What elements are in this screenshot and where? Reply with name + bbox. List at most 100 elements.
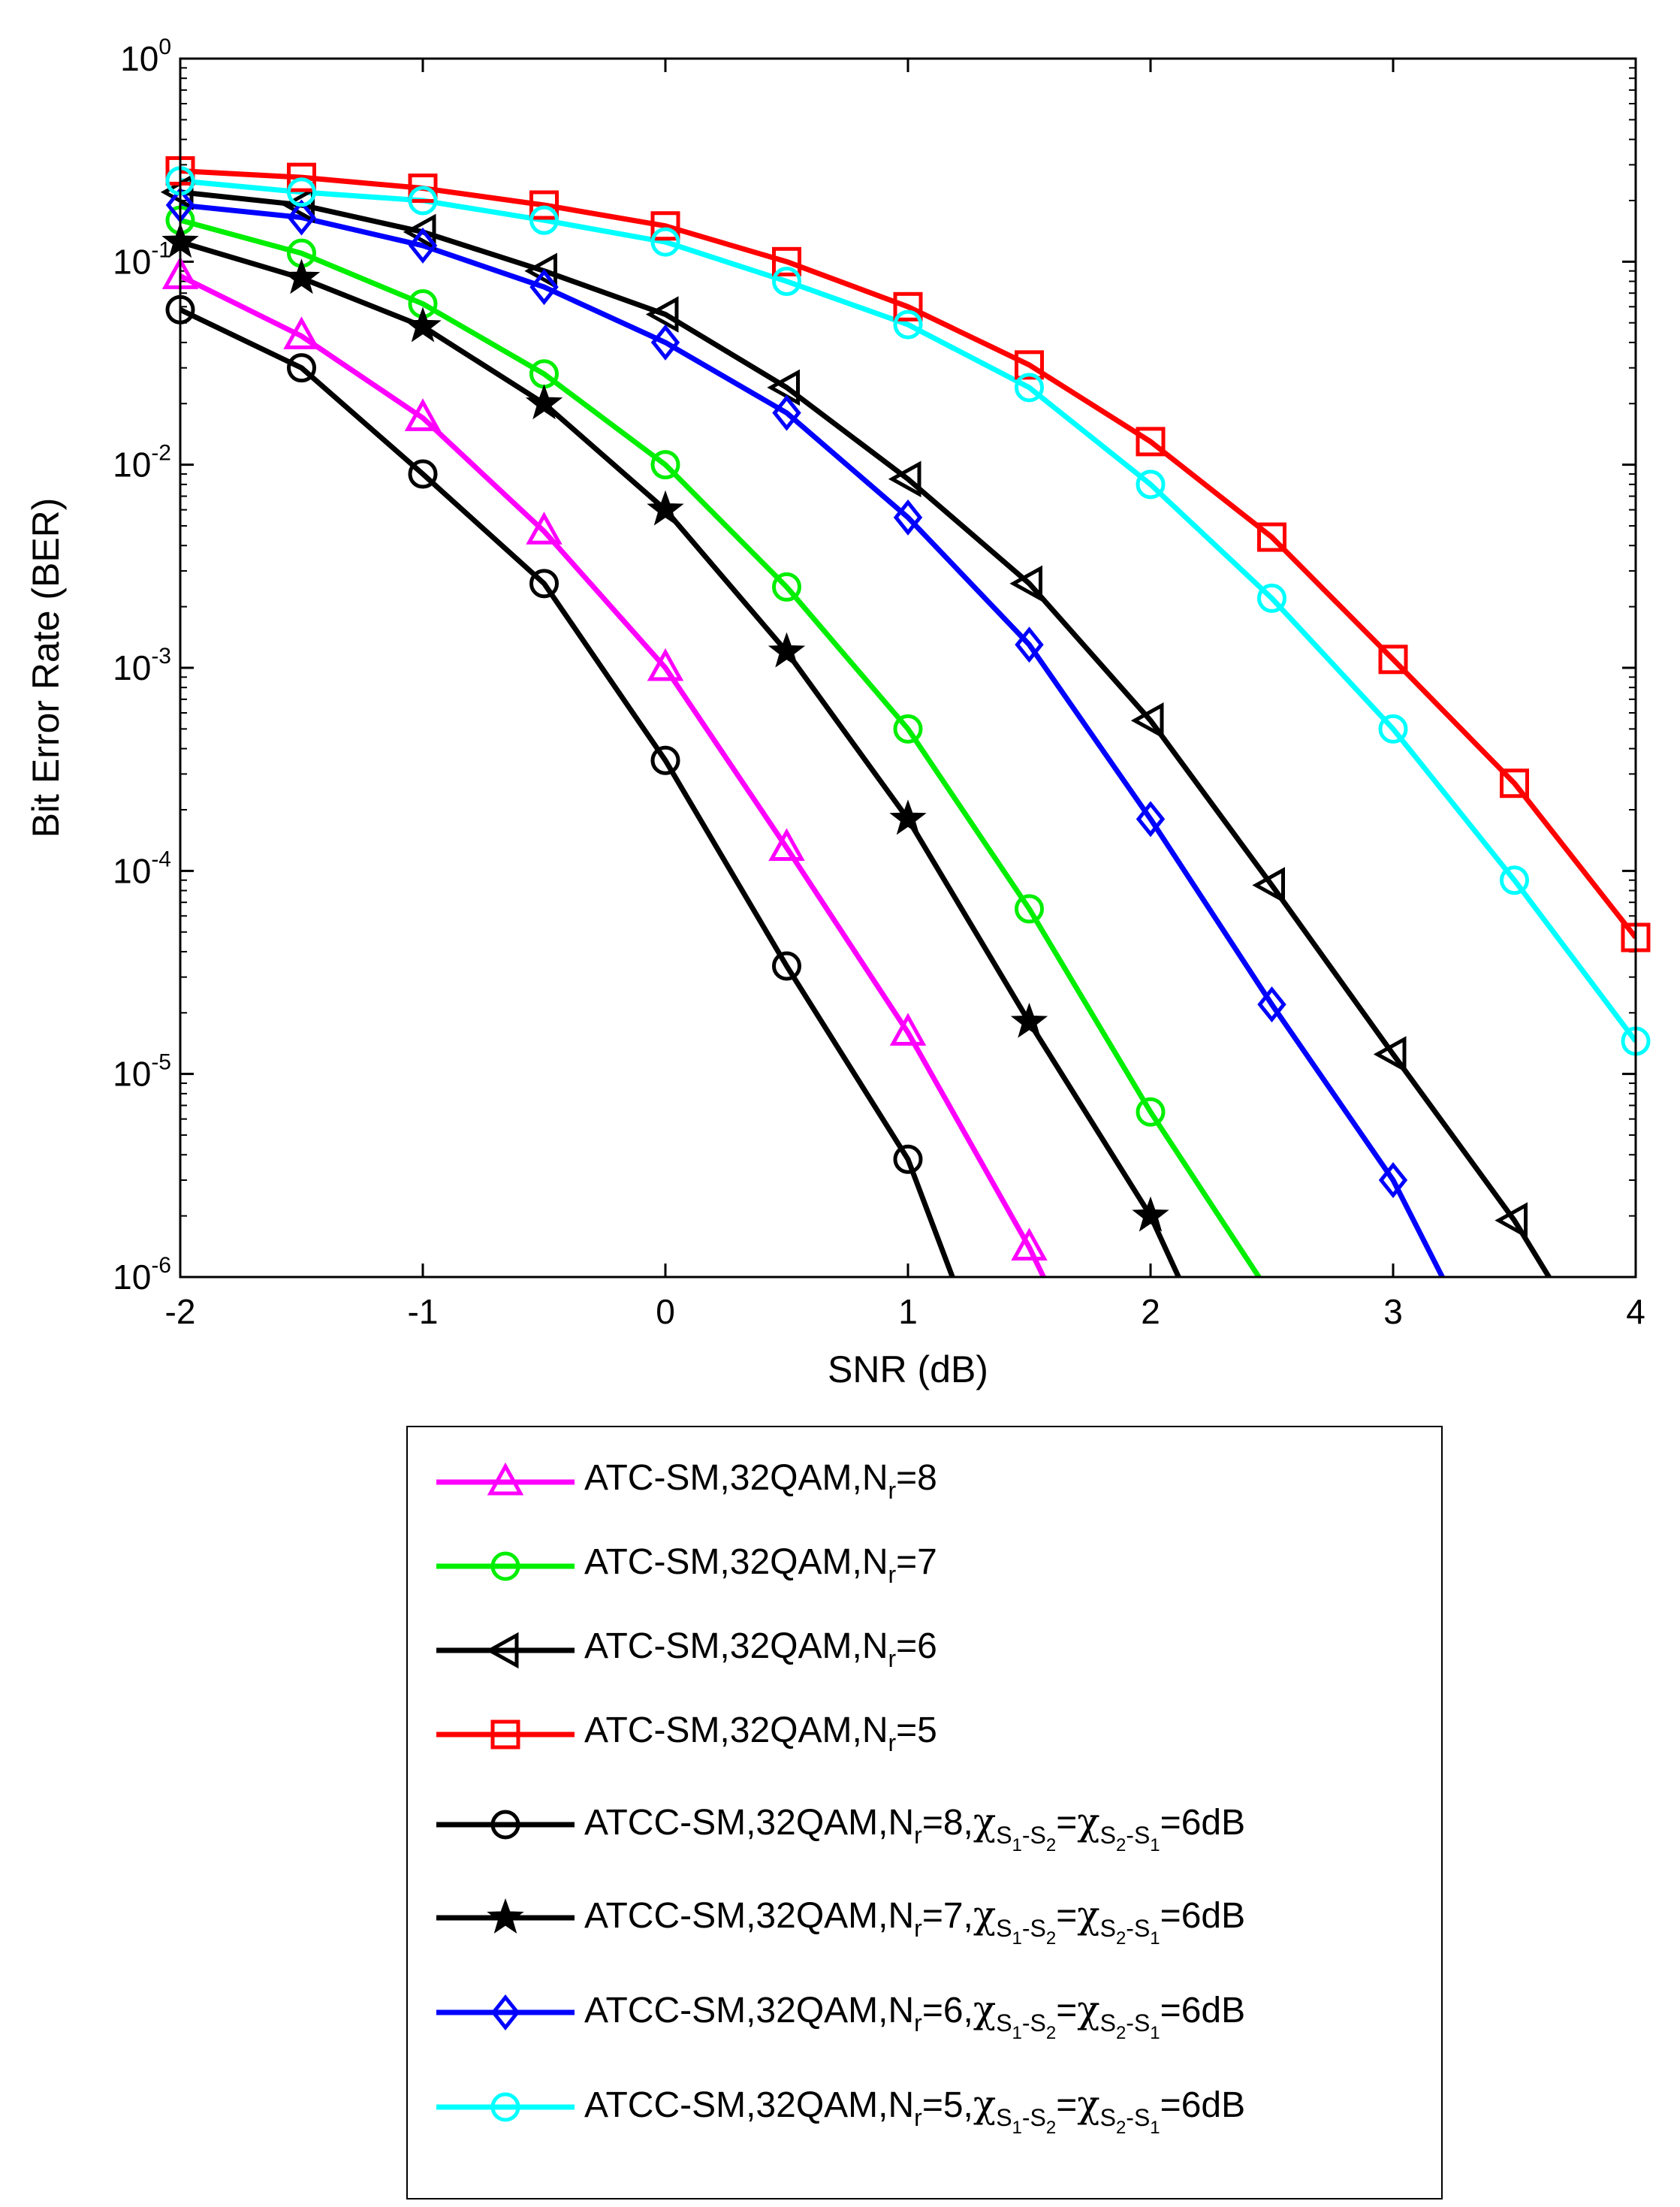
legend-tail: =6dB bbox=[1160, 2085, 1246, 2125]
data-point bbox=[889, 799, 927, 835]
x-tick-label: -1 bbox=[408, 1292, 439, 1331]
legend-item: ATCC-SM,32QAM,Nr=7,χS1-S2=χS2-S1=6dB bbox=[430, 1876, 1429, 1959]
data-point bbox=[650, 745, 680, 775]
legend-item: ATCC-SM,32QAM,Nr=8,χS1-S2=χS2-S1=6dB bbox=[430, 1783, 1429, 1866]
legend-marker bbox=[485, 1632, 519, 1669]
legend-item: ATC-SM,32QAM,Nr=7 bbox=[430, 1525, 1429, 1608]
y-tick-label: 10-2 bbox=[113, 441, 171, 485]
legend-label: ATC-SM,32QAM,Nr=7 bbox=[584, 1541, 937, 1589]
chi-subscript: S1-S2 bbox=[996, 2104, 1057, 2138]
legend-subscript: r bbox=[888, 1729, 897, 1756]
data-point bbox=[1015, 894, 1044, 924]
data-point bbox=[647, 648, 684, 681]
legend-label: ATCC-SM,32QAM,Nr=6,χS1-S2=χS2-S1=6dB bbox=[584, 1988, 1245, 2044]
legend-base-text: ATCC-SM,32QAM,N bbox=[584, 2085, 915, 2125]
chi-symbol: χ bbox=[1077, 1800, 1100, 1843]
data-point bbox=[889, 1013, 927, 1046]
legend-marker bbox=[487, 1462, 524, 1496]
data-point bbox=[1009, 565, 1042, 602]
data-point bbox=[287, 353, 316, 383]
data-point bbox=[893, 309, 923, 340]
legend-tail: =6dB bbox=[1160, 1803, 1246, 1843]
chi-symbol: χ bbox=[1077, 2082, 1100, 2126]
data-point bbox=[893, 714, 923, 744]
data-point bbox=[529, 269, 559, 306]
data-point bbox=[1373, 1036, 1407, 1073]
data-point bbox=[1378, 645, 1408, 675]
data-point bbox=[404, 306, 442, 343]
data-point bbox=[404, 398, 442, 431]
data-point bbox=[529, 205, 559, 235]
y-tick-label: 10-3 bbox=[113, 644, 171, 687]
legend-item: ATC-SM,32QAM,Nr=5 bbox=[430, 1693, 1429, 1776]
data-point bbox=[1252, 867, 1285, 904]
data-point bbox=[1500, 865, 1529, 895]
data-point bbox=[650, 450, 680, 480]
data-point bbox=[403, 213, 436, 251]
x-tick-label: 3 bbox=[1383, 1292, 1403, 1331]
data-point bbox=[772, 951, 801, 981]
legend-value: =7 bbox=[896, 1542, 937, 1582]
series-markers-2 bbox=[165, 205, 1166, 1127]
ber-chart: -2 -1 0 1 2 3 4 100 10-1 10-2 10-3 10-4 10-5 10-6 SNR… bbox=[25, 35, 1651, 1390]
data-point bbox=[1011, 1227, 1048, 1260]
data-point bbox=[1136, 1097, 1166, 1127]
chi-subscript: S1-S2 bbox=[996, 2009, 1057, 2043]
marker-layer bbox=[160, 155, 1651, 1260]
x-tick-label: 4 bbox=[1626, 1292, 1645, 1331]
series-markers-6 bbox=[161, 222, 1169, 1232]
data-point bbox=[772, 267, 801, 297]
legend-value: =5 bbox=[896, 1710, 937, 1750]
series-markers-3 bbox=[160, 174, 1528, 1239]
data-point bbox=[1257, 986, 1286, 1023]
chi-symbol: χ bbox=[973, 1893, 997, 1937]
data-point bbox=[650, 227, 680, 257]
chi-subscript: S1-S2 bbox=[996, 1915, 1057, 1949]
series-line-6 bbox=[180, 239, 1182, 1277]
legend-tail: =6dB bbox=[1160, 1896, 1246, 1936]
legend-tail: =6dB bbox=[1160, 1991, 1246, 2030]
plot-frame bbox=[179, 57, 1637, 1279]
data-point bbox=[408, 174, 438, 204]
chi-symbol: χ bbox=[973, 1988, 997, 2031]
data-point bbox=[645, 296, 679, 333]
series-markers-1 bbox=[161, 256, 1048, 1260]
y-tick-label: 100 bbox=[120, 35, 171, 78]
legend-swatch bbox=[436, 1632, 575, 1669]
data-point bbox=[282, 258, 321, 294]
data-point bbox=[1257, 583, 1286, 613]
legend-label: ATCC-SM,32QAM,Nr=8,χS1-S2=χS2-S1=6dB bbox=[584, 1800, 1245, 1856]
legend-value: =8 bbox=[896, 1458, 937, 1498]
series-line-2 bbox=[180, 217, 1262, 1277]
legend-marker bbox=[490, 1551, 520, 1581]
data-point bbox=[893, 499, 923, 536]
chi-symbol: χ bbox=[1077, 1893, 1100, 1937]
chi-subscript: S2-S1 bbox=[1099, 2104, 1160, 2138]
legend-marker bbox=[490, 2092, 520, 2122]
data-point bbox=[529, 569, 559, 599]
data-point bbox=[408, 459, 438, 489]
legend-value: =6 bbox=[896, 1626, 937, 1666]
data-point bbox=[650, 211, 680, 241]
data-point bbox=[1015, 373, 1044, 403]
legend-equals: = bbox=[1056, 1896, 1078, 1936]
y-tick-label: 10-5 bbox=[113, 1050, 171, 1094]
legend-swatch bbox=[436, 1810, 575, 1840]
legend-label: ATCC-SM,32QAM,Nr=5,χS1-S2=χS2-S1=6dB bbox=[584, 2082, 1245, 2139]
data-point bbox=[283, 316, 320, 349]
x-tick-label: 0 bbox=[656, 1292, 675, 1331]
data-point bbox=[1132, 1196, 1169, 1232]
legend-label: ATCC-SM,32QAM,Nr=7,χS1-S2=χS2-S1=6dB bbox=[584, 1893, 1245, 1949]
data-point bbox=[768, 828, 805, 862]
legend-label: ATC-SM,32QAM,Nr=5 bbox=[584, 1710, 937, 1757]
data-point bbox=[408, 227, 438, 264]
series-markers-8 bbox=[165, 166, 1651, 1056]
legend-subscript: r bbox=[914, 1822, 922, 1849]
legend-value: =7, bbox=[921, 1896, 973, 1936]
legend: ATC-SM,32QAM,Nr=8 ATC-SM,32QAM,Nr=7 ATC-SM… bbox=[406, 1426, 1443, 2199]
data-point bbox=[529, 190, 559, 220]
y-tick-label: 10-1 bbox=[113, 237, 171, 281]
y-axis-label: Bit Error Rate (BER) bbox=[25, 498, 67, 838]
data-point bbox=[1500, 768, 1529, 799]
data-point bbox=[1136, 469, 1166, 500]
